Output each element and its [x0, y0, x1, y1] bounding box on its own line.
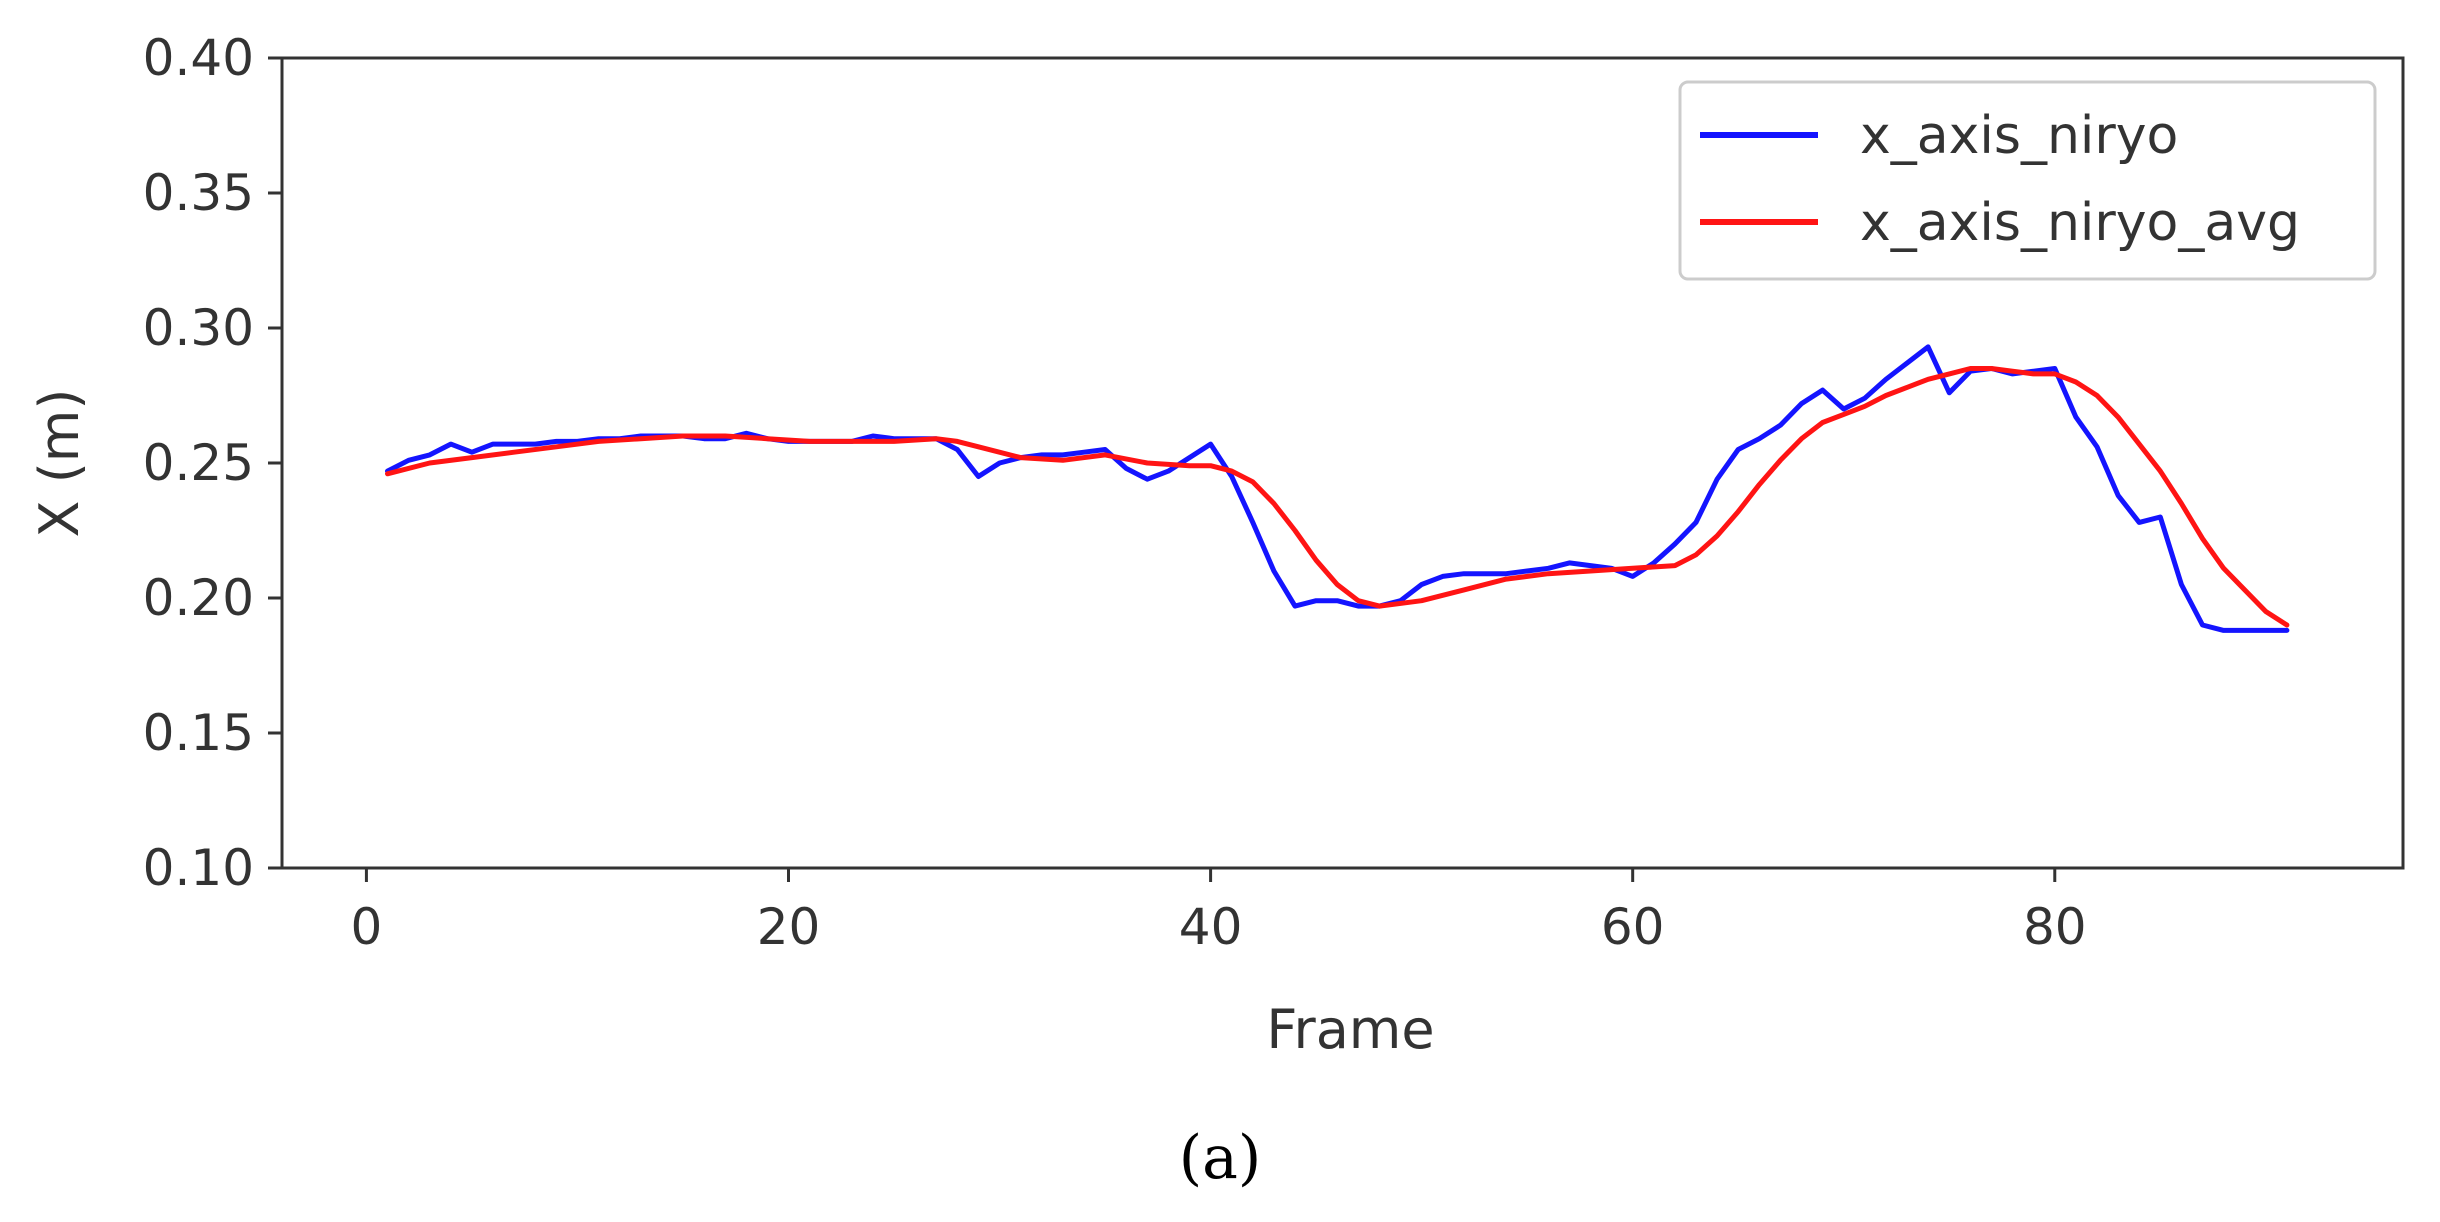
x-axis: 0 20 40 60 80 — [351, 868, 2087, 956]
y-tick-label: 0.35 — [143, 164, 254, 222]
y-axis-title: X (m) — [28, 389, 91, 538]
y-tick-label: 0.10 — [143, 839, 254, 897]
y-tick-label: 0.30 — [143, 299, 254, 357]
x-tick-label: 80 — [2023, 898, 2087, 956]
legend: x_axis_niryo x_axis_niryo_avg — [1678, 80, 2377, 281]
legend-box — [1678, 80, 2377, 281]
x-tick-label: 0 — [351, 898, 383, 956]
y-tick-label: 0.20 — [143, 569, 254, 627]
y-axis: 0.10 0.15 0.20 0.25 0.30 0.35 0.40 — [143, 29, 282, 897]
x-tick-label: 60 — [1601, 898, 1665, 956]
x-axis-title: Frame — [1266, 998, 1434, 1061]
series-line-x-axis-niryo — [385, 344, 2290, 633]
legend-label-x-axis-niryo-avg: x_axis_niryo_avg — [1860, 193, 2300, 253]
x-tick-label: 40 — [1179, 898, 1243, 956]
x-tick-label: 20 — [757, 898, 821, 956]
y-tick-label: 0.25 — [143, 434, 254, 492]
figure-caption: (a) — [1179, 1123, 1262, 1193]
series-layer — [385, 344, 2290, 633]
y-tick-label: 0.40 — [143, 29, 254, 87]
legend-label-x-axis-niryo: x_axis_niryo — [1860, 106, 2178, 166]
series-line-x-axis-niryo-avg — [385, 366, 2290, 628]
y-tick-label: 0.15 — [143, 704, 254, 762]
